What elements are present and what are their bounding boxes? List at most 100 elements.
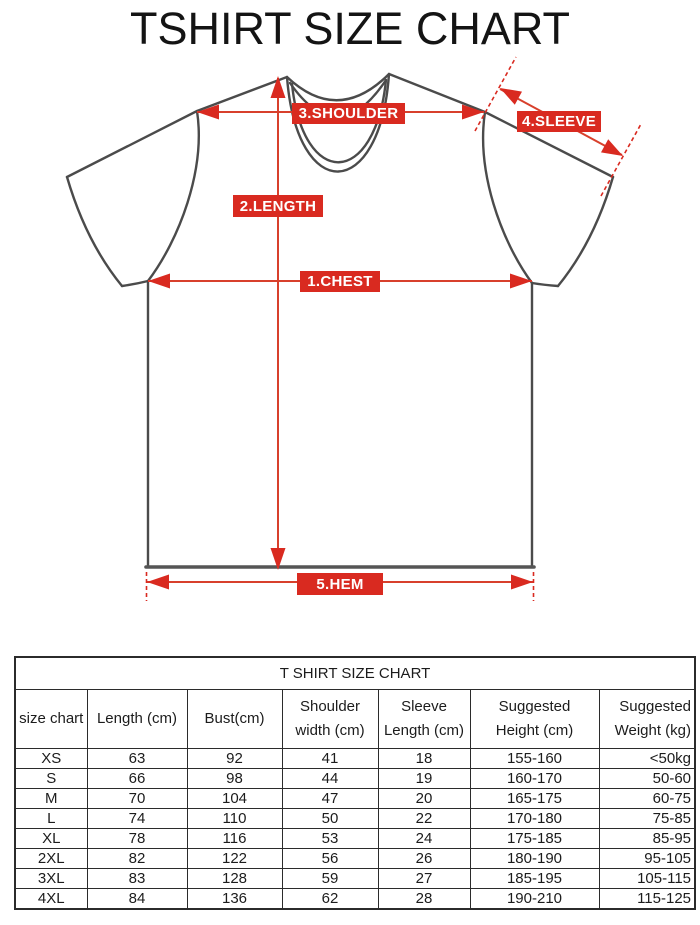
table-cell: 74 — [86, 808, 188, 829]
column-header: Length (cm) — [86, 689, 188, 749]
sleeve-extension-dash — [474, 56, 517, 132]
column-header: size chart — [14, 689, 88, 749]
hem-measure-label: 5.HEM — [297, 573, 383, 595]
table-cell: 18 — [377, 748, 471, 769]
table-cell: 28 — [377, 888, 471, 910]
table-cell: 98 — [186, 768, 283, 789]
column-header: Bust(cm) — [186, 689, 283, 749]
table-cell: 185-195 — [469, 868, 600, 889]
right-armhole-seam — [481, 110, 534, 285]
table-cell: 83 — [86, 868, 188, 889]
table-cell: 20 — [377, 788, 471, 809]
table-cell: 27 — [377, 868, 471, 889]
table-row: XS 63 92 41 18 155-160 <50kg — [14, 748, 696, 769]
table-row: L 74 110 50 22 170-180 75-85 — [14, 808, 696, 829]
table-row: S 66 98 44 19 160-170 50-60 — [14, 768, 696, 789]
table-row: 3XL 83 128 59 27 185-195 105-115 — [14, 868, 696, 889]
table-cell: 2XL — [14, 848, 88, 869]
column-header: Suggested Weight (kg) — [598, 689, 696, 749]
table-cell: 44 — [281, 768, 379, 789]
table-row: 4XL 84 136 62 28 190-210 115-125 — [14, 888, 696, 910]
right-sleeve-cuff — [556, 175, 615, 288]
table-cell: 170-180 — [469, 808, 600, 829]
table-cell: S — [14, 768, 88, 789]
table-cell: 66 — [86, 768, 188, 789]
column-header: Sleeve Length (cm) — [377, 689, 471, 749]
page-title: TSHIRT SIZE CHART — [129, 3, 571, 54]
table-cell: XS — [14, 748, 88, 769]
table-row: XL 78 116 53 24 175-185 85-95 — [14, 828, 696, 849]
arrow-head — [197, 104, 219, 120]
table-cell: 136 — [186, 888, 283, 910]
arrow-head — [270, 548, 286, 570]
right-underarm — [530, 281, 560, 288]
table-cell: 75-85 — [598, 808, 696, 829]
table-cell: 175-185 — [469, 828, 600, 849]
arrow-head — [148, 273, 170, 289]
table-cell: 110 — [186, 808, 283, 829]
size-table: T SHIRT SIZE CHART size chart Length (cm)… — [14, 656, 697, 910]
table-cell: 116 — [186, 828, 283, 849]
length-measure-label: 2.LENGTH — [233, 195, 323, 217]
left-armhole-seam — [146, 109, 200, 283]
table-cell: 50-60 — [598, 768, 696, 789]
table-cell: 82 — [86, 848, 188, 869]
arrow-head — [500, 88, 522, 105]
table-cell: 122 — [186, 848, 283, 869]
table-cell: 50 — [281, 808, 379, 829]
left-sleeve-cuff — [65, 175, 124, 288]
arrow-head — [462, 104, 484, 120]
size-table-body: XS 63 92 41 18 155-160 <50kg S 66 98 44 19 160-170 50… — [14, 748, 696, 910]
table-cell: 105-115 — [598, 868, 696, 889]
table-cell: 4XL — [14, 888, 88, 910]
table-row: M 70 104 47 20 165-175 60-75 — [14, 788, 696, 809]
arrow-head — [147, 574, 169, 590]
table-cell: 53 — [281, 828, 379, 849]
size-table-title: T SHIRT SIZE CHART — [14, 656, 696, 690]
table-row: 2XL 82 122 56 26 180-190 95-105 — [14, 848, 696, 869]
table-cell: M — [14, 788, 88, 809]
table-cell: 84 — [86, 888, 188, 910]
arrow-head — [510, 273, 532, 289]
table-cell: 59 — [281, 868, 379, 889]
table-cell: <50kg — [598, 748, 696, 769]
table-cell: 63 — [86, 748, 188, 769]
table-cell: 26 — [377, 848, 471, 869]
column-header: Suggested Height (cm) — [469, 689, 600, 749]
table-cell: 165-175 — [469, 788, 600, 809]
table-cell: 190-210 — [469, 888, 600, 910]
table-cell: 155-160 — [469, 748, 600, 769]
arrow-head — [511, 574, 533, 590]
table-cell: 180-190 — [469, 848, 600, 869]
table-cell: 60-75 — [598, 788, 696, 809]
left-underarm — [120, 279, 150, 288]
sleeve-extension-dash — [600, 123, 642, 197]
size-table-title-row: T SHIRT SIZE CHART — [14, 656, 696, 690]
table-cell: 3XL — [14, 868, 88, 889]
table-cell: 160-170 — [469, 768, 600, 789]
table-cell: 47 — [281, 788, 379, 809]
size-table-header-row: size chart Length (cm) Bust(cm) Shoulder wid… — [14, 689, 696, 749]
table-cell: 19 — [377, 768, 471, 789]
arrow-head — [601, 139, 623, 156]
table-cell: 104 — [186, 788, 283, 809]
measurement-arrows — [145, 56, 642, 601]
table-cell: 62 — [281, 888, 379, 910]
table-cell: XL — [14, 828, 88, 849]
left-shoulder-edge — [65, 75, 289, 179]
table-cell: 128 — [186, 868, 283, 889]
table-cell: 78 — [86, 828, 188, 849]
table-cell: 22 — [377, 808, 471, 829]
table-cell: L — [14, 808, 88, 829]
table-cell: 24 — [377, 828, 471, 849]
table-cell: 92 — [186, 748, 283, 769]
column-header: Shoulder width (cm) — [281, 689, 379, 749]
table-cell: 41 — [281, 748, 379, 769]
table-cell: 95-105 — [598, 848, 696, 869]
arrow-head — [270, 76, 286, 98]
tshirt-diagram — [65, 56, 642, 601]
shoulder-measure-label: 3.SHOULDER — [292, 103, 405, 124]
table-cell: 70 — [86, 788, 188, 809]
collar-back-top — [285, 72, 391, 102]
